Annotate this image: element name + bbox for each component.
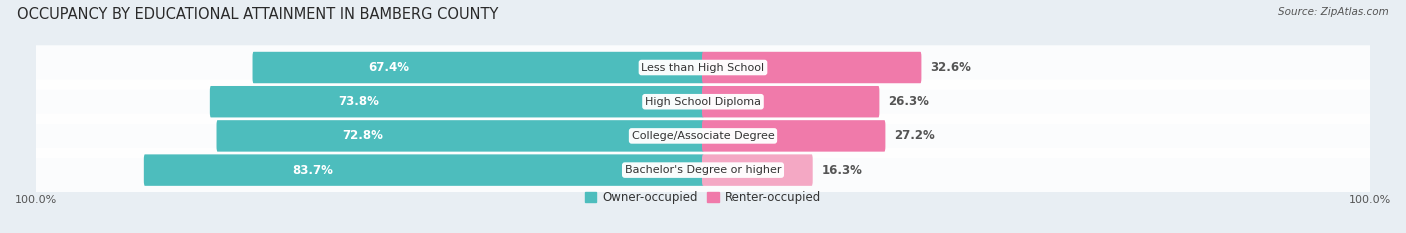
FancyBboxPatch shape xyxy=(253,52,704,83)
FancyBboxPatch shape xyxy=(143,154,704,186)
FancyBboxPatch shape xyxy=(217,120,704,152)
Text: 72.8%: 72.8% xyxy=(343,129,384,142)
Text: OCCUPANCY BY EDUCATIONAL ATTAINMENT IN BAMBERG COUNTY: OCCUPANCY BY EDUCATIONAL ATTAINMENT IN B… xyxy=(17,7,498,22)
FancyBboxPatch shape xyxy=(34,79,1372,124)
Text: Source: ZipAtlas.com: Source: ZipAtlas.com xyxy=(1278,7,1389,17)
Text: College/Associate Degree: College/Associate Degree xyxy=(631,131,775,141)
FancyBboxPatch shape xyxy=(702,52,921,83)
Text: 26.3%: 26.3% xyxy=(889,95,929,108)
Text: 83.7%: 83.7% xyxy=(292,164,333,177)
Text: 32.6%: 32.6% xyxy=(931,61,972,74)
Text: 27.2%: 27.2% xyxy=(894,129,935,142)
Text: Less than High School: Less than High School xyxy=(641,62,765,72)
FancyBboxPatch shape xyxy=(209,86,704,117)
Text: 67.4%: 67.4% xyxy=(368,61,409,74)
Text: Bachelor's Degree or higher: Bachelor's Degree or higher xyxy=(624,165,782,175)
FancyBboxPatch shape xyxy=(702,86,879,117)
Text: 73.8%: 73.8% xyxy=(337,95,380,108)
FancyBboxPatch shape xyxy=(34,45,1372,90)
FancyBboxPatch shape xyxy=(34,114,1372,158)
Text: 16.3%: 16.3% xyxy=(821,164,862,177)
FancyBboxPatch shape xyxy=(702,154,813,186)
Text: High School Diploma: High School Diploma xyxy=(645,97,761,107)
Legend: Owner-occupied, Renter-occupied: Owner-occupied, Renter-occupied xyxy=(579,186,827,209)
FancyBboxPatch shape xyxy=(34,148,1372,192)
FancyBboxPatch shape xyxy=(702,120,886,152)
